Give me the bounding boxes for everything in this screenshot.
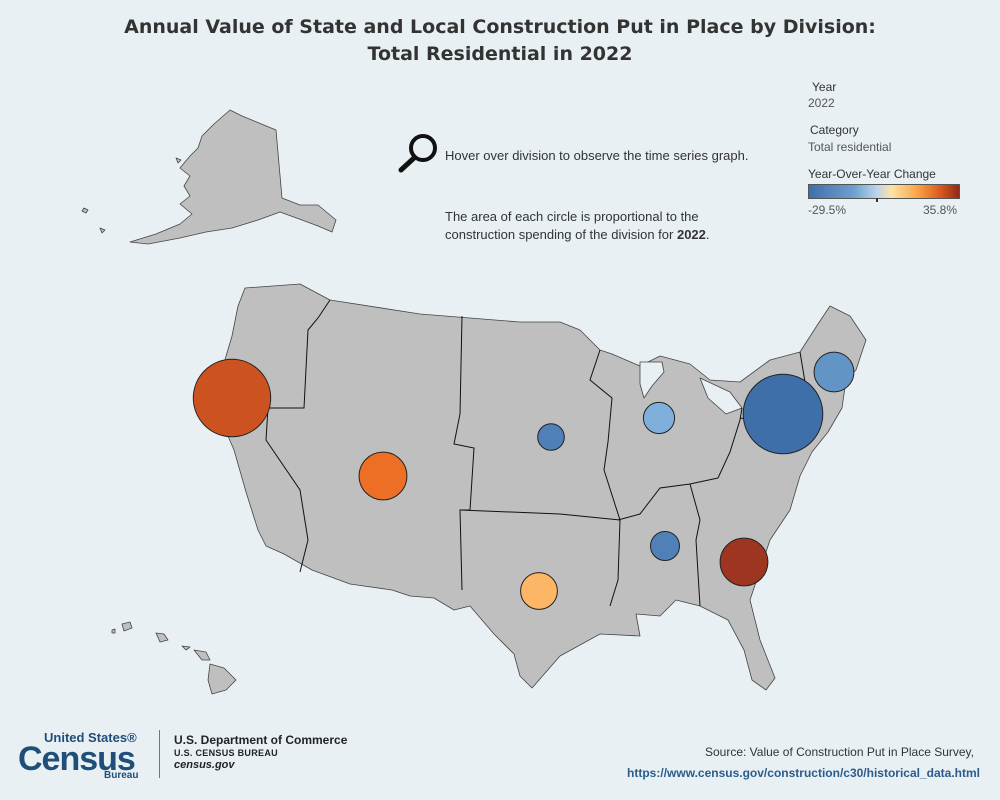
hover-hint: Hover over division to observe the time … <box>445 148 749 163</box>
hawaii-island <box>121 621 133 632</box>
alaska-shape <box>129 109 337 245</box>
bubble-mountain[interactable]: Mountain <box>358 451 408 501</box>
census-logo-bureau: Bureau <box>104 770 139 781</box>
hawaii-island <box>181 645 191 651</box>
year-filter-label: Year <box>812 80 837 94</box>
color-legend-title: Year-Over-Year Change <box>808 167 936 181</box>
year-filter-value[interactable]: 2022 <box>808 96 835 110</box>
chart-title-line2: Total Residential in 2022 <box>367 43 633 65</box>
bubble-new-england[interactable]: New England <box>813 351 855 393</box>
size-note-suffix: . <box>705 227 710 242</box>
color-legend-max: 35.8% <box>923 203 958 217</box>
chart-title: Annual Value of State and Local Construc… <box>0 14 1000 68</box>
size-note-text: The area of each circle is proportional … <box>445 209 699 242</box>
hawaii-island <box>111 628 116 634</box>
size-note-year: 2022 <box>676 227 706 242</box>
category-filter-value[interactable]: Total residential <box>808 140 892 154</box>
enc-esc-boundary <box>617 477 719 521</box>
hawaii-island <box>193 649 211 661</box>
census-gov-link[interactable]: census.gov <box>174 759 235 771</box>
color-legend-bar <box>808 184 960 199</box>
source-text: Source: Value of Construction Put in Pla… <box>704 745 974 759</box>
wnc-wsc-boundary <box>459 509 621 521</box>
enc-satl-boundary <box>717 407 743 479</box>
wsc-esc-boundary <box>609 519 621 607</box>
alaska-island <box>99 227 106 234</box>
bubble-middle-atlantic[interactable]: Middle Atlantic <box>742 373 824 455</box>
census-bureau-label: U.S. CENSUS BUREAU <box>174 748 278 758</box>
lake-erie <box>699 377 743 415</box>
division-bubbles: Pacific Mountain West North Central West So… <box>192 351 855 610</box>
wnc-enc-boundary <box>589 349 621 521</box>
chart-title-line1: Annual Value of State and Local Construc… <box>124 16 876 38</box>
map-land <box>81 109 867 695</box>
alaska-island <box>81 207 89 214</box>
esc-satl-boundary <box>689 483 701 607</box>
hawaii-island <box>155 632 169 643</box>
bubble-south-atlantic[interactable]: South Atlantic <box>719 537 769 587</box>
census-logo-top: United States® <box>44 730 137 745</box>
bubble-west-south-central[interactable]: West South Central <box>520 572 558 610</box>
bubble-west-north-central[interactable]: West North Central <box>537 423 565 451</box>
color-legend-zero-marker <box>876 198 878 202</box>
source-url-link[interactable]: https://www.census.gov/construction/c30/… <box>627 766 980 780</box>
bubble-pacific[interactable]: Pacific <box>192 358 272 438</box>
bubble-east-north-central[interactable]: East North Central <box>642 401 676 435</box>
contiguous-us-shape <box>215 283 867 691</box>
magnifier-icon <box>398 134 437 173</box>
dept-of-commerce: U.S. Department of Commerce <box>174 733 348 747</box>
bubble-east-south-central[interactable]: East South Central <box>650 531 680 561</box>
alaska-island <box>175 157 182 164</box>
color-legend-min: -29.5% <box>808 203 847 217</box>
size-note: The area of each circle is proportional … <box>445 208 745 244</box>
hawaii-island <box>207 663 237 695</box>
census-logo[interactable]: Census <box>18 740 136 778</box>
footer-divider <box>159 730 160 778</box>
lake-michigan <box>639 361 665 399</box>
category-filter-label: Category <box>810 123 859 137</box>
